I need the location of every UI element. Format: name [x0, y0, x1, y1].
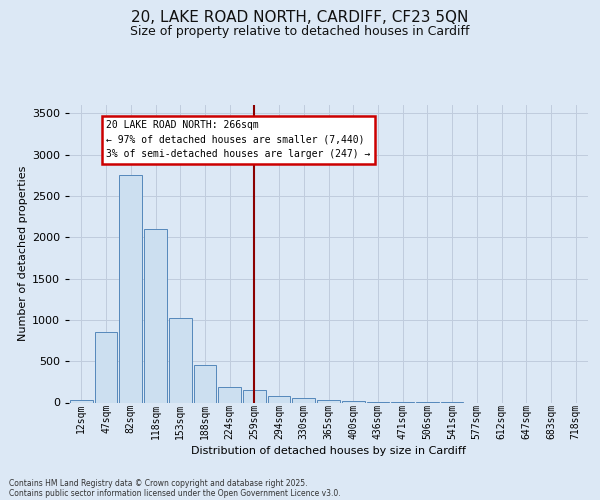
Bar: [218, 387, 241, 402]
Bar: [292, 398, 315, 402]
Text: 20, LAKE ROAD NORTH, CARDIFF, CF23 5QN: 20, LAKE ROAD NORTH, CARDIFF, CF23 5QN: [131, 10, 469, 25]
Text: Contains HM Land Registry data © Crown copyright and database right 2025.
Contai: Contains HM Land Registry data © Crown c…: [9, 479, 341, 498]
Bar: [70, 400, 93, 402]
Bar: [95, 332, 118, 402]
Bar: [144, 229, 167, 402]
Bar: [169, 318, 191, 402]
Text: Size of property relative to detached houses in Cardiff: Size of property relative to detached ho…: [130, 25, 470, 38]
Bar: [268, 396, 290, 402]
Bar: [119, 175, 142, 402]
Bar: [317, 400, 340, 402]
X-axis label: Distribution of detached houses by size in Cardiff: Distribution of detached houses by size …: [191, 446, 466, 456]
Bar: [243, 390, 266, 402]
Text: 20 LAKE ROAD NORTH: 266sqm
← 97% of detached houses are smaller (7,440)
3% of se: 20 LAKE ROAD NORTH: 266sqm ← 97% of deta…: [106, 120, 370, 160]
Y-axis label: Number of detached properties: Number of detached properties: [17, 166, 28, 342]
Bar: [194, 366, 216, 403]
